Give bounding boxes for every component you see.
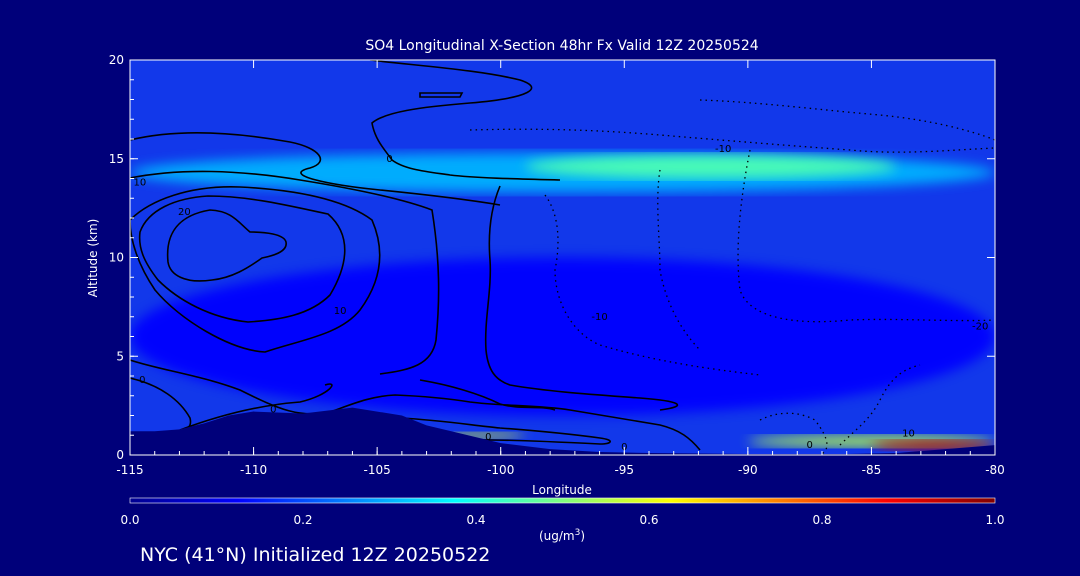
contour-solid — [130, 170, 440, 375]
colorbar-tick-label: 0.2 — [293, 513, 312, 527]
contour-label: 0 — [485, 432, 491, 443]
colorbar — [129, 497, 996, 504]
x-tick-label: -105 — [364, 463, 391, 477]
colorbar-units: (ug/m3) — [539, 528, 585, 543]
contour-solid — [166, 209, 287, 282]
y-axis-label: Altitude (km) — [86, 219, 100, 298]
contour-solid — [130, 132, 501, 206]
y-tick-label: 15 — [109, 152, 124, 166]
x-tick-label: -90 — [738, 463, 758, 477]
x-tick-label: -80 — [985, 463, 1005, 477]
y-tick-label: 20 — [109, 53, 124, 67]
x-tick-label: -110 — [240, 463, 267, 477]
contour-solid — [130, 359, 701, 451]
contour-solid — [179, 383, 333, 431]
contour-label: 0 — [270, 405, 276, 416]
colorbar-units-sup: 3 — [575, 528, 581, 538]
x-axis: -115 -110 -105 -100 -95 -90 -85 -80 — [116, 60, 1005, 477]
contour-label: 10 — [902, 428, 915, 439]
footer-caption: NYC (41°N) Initialized 12Z 20250522 — [140, 544, 490, 566]
x-tick-label: -115 — [116, 463, 143, 477]
contour-label: 0 — [386, 154, 392, 165]
field-layer — [525, 154, 897, 179]
x-axis-label: Longitude — [532, 483, 592, 497]
colorbar-tick-label: 0.0 — [120, 513, 139, 527]
field-layer — [871, 440, 995, 451]
contour-dotted — [469, 128, 995, 153]
contour-label: 0 — [139, 375, 145, 386]
colorbar-tick-label: 0.6 — [639, 513, 658, 527]
colorbar-tick-label: 0.8 — [812, 513, 831, 527]
x-tick-label: -85 — [862, 463, 882, 477]
contour-label: -10 — [591, 312, 607, 323]
contour-label: 10 — [134, 177, 147, 188]
colorbar-units-close: ) — [580, 529, 585, 543]
x-tick-label: -100 — [487, 463, 514, 477]
contour-solid — [484, 185, 679, 411]
terrain — [130, 407, 995, 455]
colorbar-tick-label: 1.0 — [985, 513, 1004, 527]
contour-solid — [419, 92, 464, 98]
y-tick-label: 0 — [116, 448, 124, 462]
contour-label: -10 — [715, 144, 731, 155]
contour-solid — [419, 379, 556, 411]
contour-label: 10 — [334, 306, 347, 317]
contour-label: 20 — [178, 207, 191, 218]
contour-dotted — [839, 364, 921, 446]
y-tick-label: 10 — [109, 251, 124, 265]
contour-dotted — [657, 169, 701, 351]
x-tick-label: -95 — [614, 463, 634, 477]
contour-solid — [369, 60, 561, 181]
contour-solid — [130, 186, 381, 353]
colorbar-units-main: (ug/m — [539, 529, 575, 543]
contour-solid — [138, 195, 346, 323]
contour-label: 0 — [806, 440, 812, 451]
negative-contour-lines — [469, 99, 995, 455]
contour-label: -20 — [972, 322, 988, 333]
colorbar-tick-label: 0.4 — [466, 513, 485, 527]
y-axis: 0 5 10 15 20 — [109, 53, 995, 462]
chart-title: SO4 Longitudinal X-Section 48hr Fx Valid… — [365, 38, 758, 54]
colorbar-ticks: 0.0 0.2 0.4 0.6 0.8 1.0 — [120, 513, 1004, 527]
y-tick-label: 5 — [116, 349, 124, 363]
field-layer — [130, 257, 995, 416]
